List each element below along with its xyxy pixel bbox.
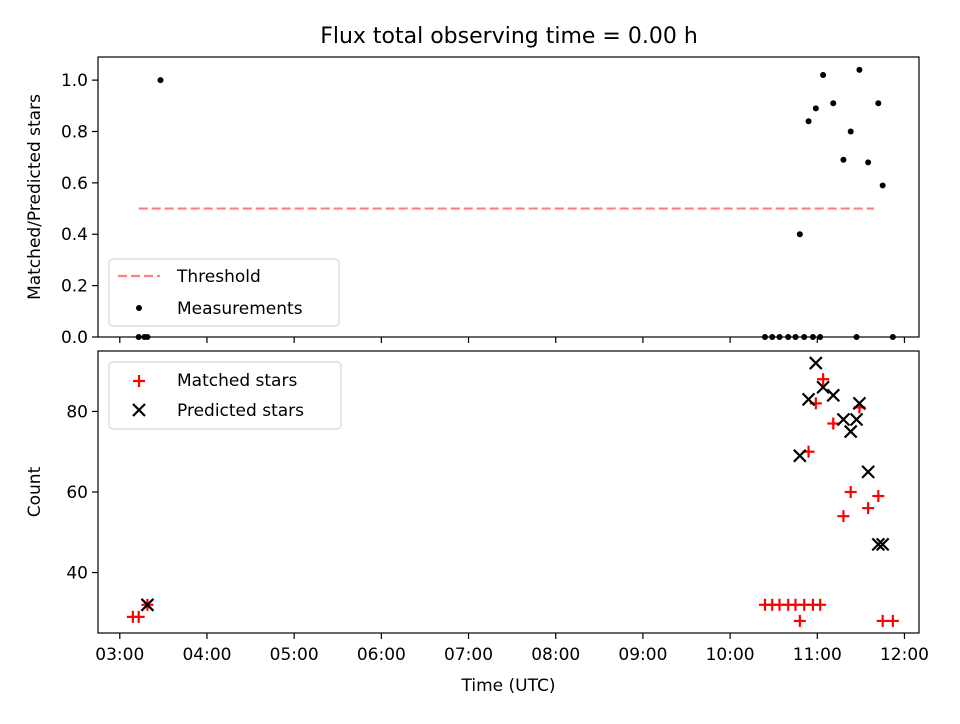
- measurement-point: [817, 334, 824, 340]
- matched-star-point: [886, 614, 899, 627]
- measurement-point: [792, 334, 799, 340]
- legend-matched-swatch: [133, 375, 145, 387]
- measurement-point: [853, 334, 860, 340]
- bottom-panel: 40 60 80 03:00 04:00 05:00 06:00 07:00 08:00 09:0…: [25, 350, 929, 696]
- x-tick-label: 06:00: [357, 645, 406, 665]
- y-tick-label: 40: [66, 564, 88, 584]
- measurement-point: [796, 231, 803, 238]
- matched-star-point: [872, 490, 885, 503]
- predicted-star-point: [852, 396, 867, 411]
- measurement-point: [157, 77, 164, 84]
- x-tick-label: 03:00: [95, 645, 144, 665]
- y-tick-label: 1.0: [61, 71, 88, 91]
- measurement-point: [785, 334, 792, 340]
- matched-star-point: [814, 598, 827, 611]
- predicted-star-point: [816, 380, 830, 395]
- predicted-star-point: [809, 356, 823, 370]
- measurement-point: [820, 71, 827, 78]
- predicted-star-point: [871, 537, 886, 552]
- y-axis-label: Matched/Predicted stars: [25, 94, 45, 300]
- x-tick-label: 11:00: [793, 645, 842, 665]
- legend-matched-label: Matched stars: [177, 371, 297, 391]
- measurement-point: [840, 156, 847, 163]
- x-tick-label: 08:00: [531, 645, 580, 665]
- predicted-star-point: [843, 424, 858, 439]
- measurement-point: [144, 334, 151, 340]
- y-axis-label: Count: [25, 466, 45, 517]
- x-tick-label: 12:00: [880, 645, 929, 665]
- x-axis-label: Time (UTC): [461, 676, 556, 696]
- legend-box: [108, 361, 342, 430]
- matched-star-point: [876, 614, 889, 627]
- predicted-star-point: [826, 388, 841, 403]
- x-tick-label: 09:00: [618, 645, 667, 665]
- y-tick-label: 0.4: [61, 225, 88, 245]
- data-marks: [126, 356, 899, 627]
- measurement-point: [801, 334, 808, 340]
- measurement-point: [135, 334, 142, 340]
- predicted-star-point: [793, 448, 807, 463]
- measurement-point: [809, 334, 816, 340]
- legend-threshold-label: Threshold: [176, 267, 261, 287]
- legend-measurement-label: Measurements: [177, 299, 303, 319]
- matched-star-point: [862, 502, 875, 515]
- x-tick-label: 05:00: [270, 645, 319, 665]
- measurement-point: [761, 334, 768, 340]
- matched-star-point: [844, 486, 857, 498]
- top-panel: 0.0 0.2 0.4 0.6 0.8 1.0 Matched/Predicted star…: [25, 56, 920, 348]
- measurement-point: [856, 66, 863, 73]
- measurement-point: [879, 182, 886, 189]
- measurement-point: [865, 159, 872, 166]
- y-tick-label: 0.2: [61, 277, 88, 297]
- measurement-point: [830, 100, 837, 107]
- y-tick-label: 0.0: [61, 328, 88, 348]
- y-tick-label: 60: [66, 483, 88, 503]
- matched-star-point: [837, 510, 850, 523]
- legend: Threshold Measurements: [108, 258, 340, 327]
- predicted-star-point: [836, 412, 851, 427]
- x-tick-label: 07:00: [444, 645, 493, 665]
- axes-frame: [97, 56, 920, 338]
- predicted-star-point: [861, 465, 875, 479]
- y-tick-label: 0.6: [61, 174, 88, 194]
- matched-star-point: [793, 614, 806, 627]
- measurement-point: [805, 118, 812, 125]
- data-marks: [135, 66, 896, 340]
- measurement-point: [889, 334, 896, 340]
- predicted-star-point: [140, 598, 155, 612]
- measurement-point: [875, 100, 882, 107]
- predicted-star-point: [801, 392, 816, 407]
- x-tick-label: 10:00: [706, 645, 755, 665]
- x-tick-label: 04:00: [182, 645, 231, 665]
- measurement-point: [847, 128, 854, 135]
- legend-predicted-label: Predicted stars: [177, 401, 304, 421]
- y-tick-label: 0.8: [61, 122, 88, 142]
- y-tick-label: 80: [66, 402, 88, 422]
- legend-measurement-swatch: [136, 305, 142, 311]
- matched-star-point: [132, 610, 145, 623]
- measurement-point: [769, 334, 776, 340]
- measurement-point: [776, 334, 783, 340]
- measurement-point: [812, 105, 819, 112]
- chart-title: Flux total observing time = 0.00 h: [320, 24, 698, 49]
- legend-box: [108, 258, 340, 327]
- matched-star-point: [827, 417, 840, 430]
- matched-star-point: [817, 373, 830, 386]
- legend-predicted-swatch: [132, 403, 146, 417]
- predicted-star-point: [875, 537, 890, 552]
- legend: Matched stars Predicted stars: [108, 361, 342, 430]
- predicted-star-point: [849, 412, 864, 427]
